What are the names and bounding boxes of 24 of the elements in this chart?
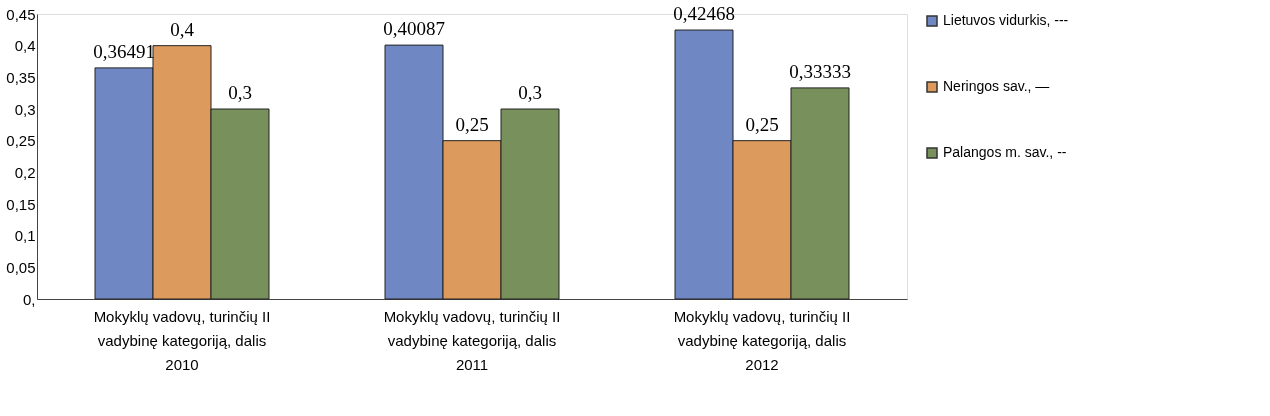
legend-label: Neringos sav., — <box>943 78 1050 94</box>
x-tick-label: Mokyklų vadovų, turinčių II vadybinę kategoriją, dalis 2012 <box>673 307 851 373</box>
y-tick-label: 0,05 <box>6 258 36 276</box>
data-label: 0,4 <box>170 18 195 40</box>
data-label: 0,42468 <box>673 3 735 25</box>
y-tick-label: 0,25 <box>6 132 36 150</box>
data-label: 0,3 <box>518 82 542 103</box>
x-tick-label: Mokyklų vadovų, turinčių II vadybinę kategoriją, dalis 2010 <box>93 307 271 373</box>
y-tick-label: 0,4 <box>14 37 36 55</box>
y-tick-label: 0,35 <box>6 68 36 86</box>
data-label: 0,3 <box>228 82 252 103</box>
y-tick-label: 0, <box>22 290 36 308</box>
data-label: 0,25 <box>455 113 489 135</box>
y-tick-label: 0,2 <box>14 163 36 181</box>
y-tick-label: 0,15 <box>6 195 36 213</box>
data-label: 0,40087 <box>383 18 445 40</box>
y-tick-label: 0,1 <box>14 227 36 245</box>
data-label: 0,33333 <box>789 60 851 82</box>
x-tick-label: Mokyklų vadovų, turinčių II vadybinę kategoriją, dalis 2011 <box>383 307 561 373</box>
y-tick-label: 0,3 <box>14 100 36 118</box>
legend-label: Lietuvos vidurkis, --- <box>943 12 1069 28</box>
legend-label: Palangos m. sav., -- <box>943 144 1067 160</box>
y-tick-label: 0,45 <box>6 5 36 23</box>
data-label: 0,25 <box>745 113 779 135</box>
